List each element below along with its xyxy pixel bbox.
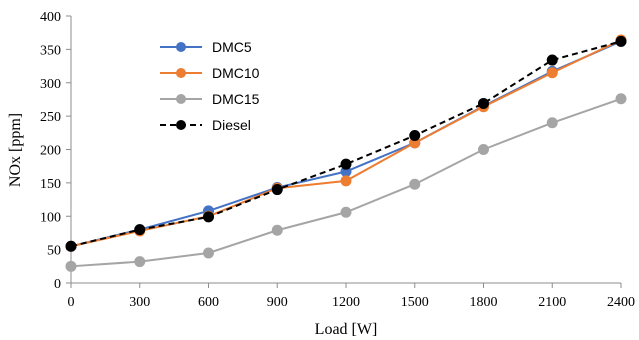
data-point-dmc15 (65, 260, 77, 272)
y-tick-label: 100 (40, 210, 61, 225)
legend-swatch-marker (176, 68, 186, 78)
data-point-diesel (615, 35, 627, 47)
x-tick-label: 1500 (401, 295, 429, 310)
series-dmc10 (65, 34, 627, 252)
data-point-dmc15 (203, 247, 214, 259)
x-tick-label: 2400 (607, 295, 635, 310)
y-tick-label: 400 (40, 10, 61, 25)
series-line-diesel (70, 40, 622, 248)
x-tick-label: 0 (68, 295, 75, 310)
data-point-diesel (478, 97, 489, 109)
data-point-diesel (340, 158, 352, 170)
legend-swatch-marker (176, 42, 186, 52)
x-tick-label: 600 (198, 295, 219, 310)
y-axis-title: NOx [ppm] (7, 113, 24, 187)
legend-item-diesel: Diesel (160, 117, 251, 133)
legend: DMC5 DMC10 DMC15 Diesel (160, 39, 260, 133)
data-point-dmc15 (546, 117, 558, 129)
y-tick-label: 150 (40, 177, 61, 192)
data-point-diesel (409, 129, 421, 141)
legend-swatch-marker (176, 120, 186, 130)
series-dmc15 (65, 93, 627, 272)
legend-swatch-marker (176, 94, 186, 104)
data-point-dmc15 (409, 178, 421, 190)
x-tick-label: 900 (267, 295, 288, 310)
data-point-dmc15 (340, 206, 352, 218)
data-point-dmc10 (340, 175, 352, 187)
x-tick-label: 2100 (538, 295, 566, 310)
legend-item-dmc15: DMC15 (160, 91, 260, 107)
data-point-dmc15 (271, 224, 283, 236)
x-tick-label: 300 (129, 295, 150, 310)
legend-label: DMC10 (212, 65, 260, 81)
data-point-diesel (203, 211, 214, 223)
y-tick-label: 350 (40, 43, 61, 58)
y-tick-label: 50 (47, 244, 61, 259)
legend-label: DMC15 (212, 91, 260, 107)
y-tick-label: 300 (40, 77, 61, 92)
x-axis-title: Load [W] (315, 321, 378, 338)
y-tick-label: 200 (40, 144, 61, 159)
legend-item-dmc5: DMC5 (160, 39, 252, 55)
data-point-diesel (134, 224, 146, 236)
legend-item-dmc10: DMC10 (160, 65, 260, 81)
legend-label: DMC5 (212, 39, 252, 55)
x-tick-label: 1200 (332, 295, 360, 310)
data-point-dmc10 (546, 67, 558, 79)
data-point-diesel (546, 54, 558, 66)
y-tick-label: 0 (54, 277, 61, 292)
series-layer (65, 34, 627, 272)
data-point-dmc15 (478, 144, 489, 155)
series-dmc5 (65, 35, 627, 252)
legend-label: Diesel (212, 117, 251, 133)
data-point-diesel (271, 184, 283, 196)
axes: 0 50 100 150 200 250 300 350 400 0 300 600 900 1200 15… (40, 10, 635, 310)
data-point-dmc15 (615, 93, 627, 105)
series-diesel (65, 35, 627, 252)
y-tick-label: 250 (40, 110, 61, 125)
data-point-diesel (65, 240, 77, 252)
data-point-dmc15 (134, 256, 146, 268)
x-tick-label: 1800 (470, 295, 498, 310)
